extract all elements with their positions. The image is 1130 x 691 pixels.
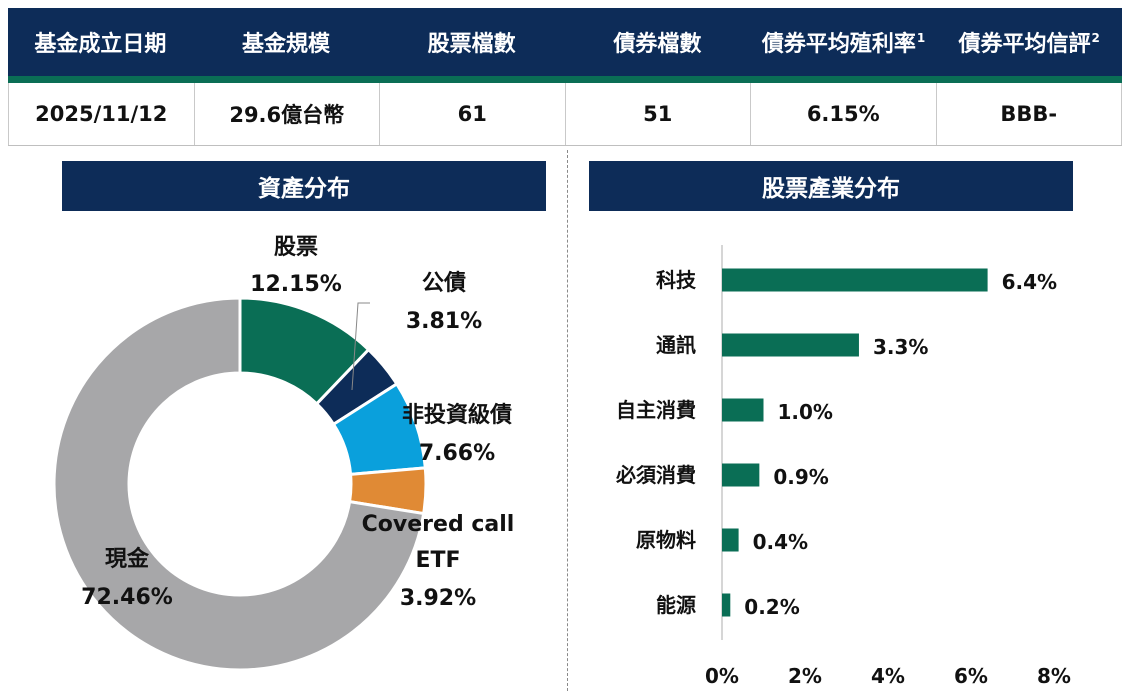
bar-category-label: 必須消費 (615, 463, 696, 487)
x-tick-label: 2% (788, 664, 822, 688)
bar-category-label: 自主消費 (616, 398, 696, 422)
value-bond-count: 51 (564, 83, 751, 145)
header-bond-count: 債券檔數 (613, 32, 702, 57)
sector-allocation-title: 股票產業分布 (589, 161, 1073, 211)
slice-label-covered-value: 3.92% (400, 586, 476, 611)
header-bond-rating: 債券平均信評 2 (958, 31, 1100, 57)
slice-label-cash-value: 72.46% (81, 585, 173, 610)
value-bond-rating: BBB- (935, 83, 1122, 145)
x-tick-label: 8% (1037, 664, 1071, 688)
bar-0 (722, 268, 988, 292)
slice-label-covered-name-line2: ETF (415, 548, 460, 573)
value-fund-size: 29.6億台幣 (193, 83, 380, 145)
value-stock-count: 61 (379, 83, 565, 145)
bar-value-label: 0.9% (773, 465, 828, 489)
slice-label-hy-name: 非投資級債 (402, 402, 512, 428)
panel-divider (567, 150, 568, 691)
bar-value-label: 6.4% (1002, 270, 1057, 294)
value-bond-yield: 6.15% (750, 83, 936, 145)
bar-value-label: 0.2% (744, 595, 799, 619)
bar-2 (722, 398, 764, 422)
donut-slice-4 (52, 296, 426, 672)
header-bond-yield: 債券平均殖利率 1 (761, 31, 926, 57)
bar-1 (722, 333, 859, 357)
header-fund-size: 基金規模 (242, 32, 331, 57)
bar-4 (722, 528, 739, 552)
summary-value-row: 2025/11/12 29.6億台幣 61 51 6.15% BBB- (8, 83, 1122, 146)
bar-value-label: 3.3% (873, 335, 928, 359)
govbond-leader-line (351, 302, 370, 391)
x-tick-label: 6% (954, 664, 988, 688)
slice-label-govbond-name: 公債 (422, 271, 466, 296)
bar-category-label: 通訊 (656, 333, 696, 357)
header-accent-bar (8, 76, 1122, 83)
bar-value-label: 0.4% (753, 530, 808, 554)
x-tick-label: 4% (871, 664, 905, 688)
bar-3 (722, 463, 760, 487)
bar-5 (722, 593, 731, 617)
slice-label-govbond-value: 3.81% (406, 309, 482, 334)
x-tick-label: 0% (705, 664, 739, 688)
header-stock-count: 股票檔數 (427, 32, 516, 57)
summary-header-row: 基金成立日期 基金規模 股票檔數 債券檔數 債券平均殖利率 1 債券平均信評 2 (8, 8, 1122, 76)
slice-label-stock-name: 股票 (274, 235, 318, 260)
slice-label-stock-value: 12.15% (250, 272, 342, 297)
value-launch-date: 2025/11/12 (8, 83, 194, 145)
slice-label-covered-name-line1: Covered call (362, 512, 515, 537)
bar-category-label: 原物料 (636, 528, 696, 552)
bar-value-label: 1.0% (778, 400, 833, 424)
slice-label-cash-name: 現金 (105, 546, 150, 572)
bar-category-label: 能源 (656, 593, 696, 617)
bar-category-label: 科技 (656, 268, 697, 292)
slice-label-hy-value: 7.66% (419, 441, 495, 466)
header-launch-date: 基金成立日期 (34, 32, 167, 57)
asset-allocation-title: 資產分布 (62, 161, 546, 211)
